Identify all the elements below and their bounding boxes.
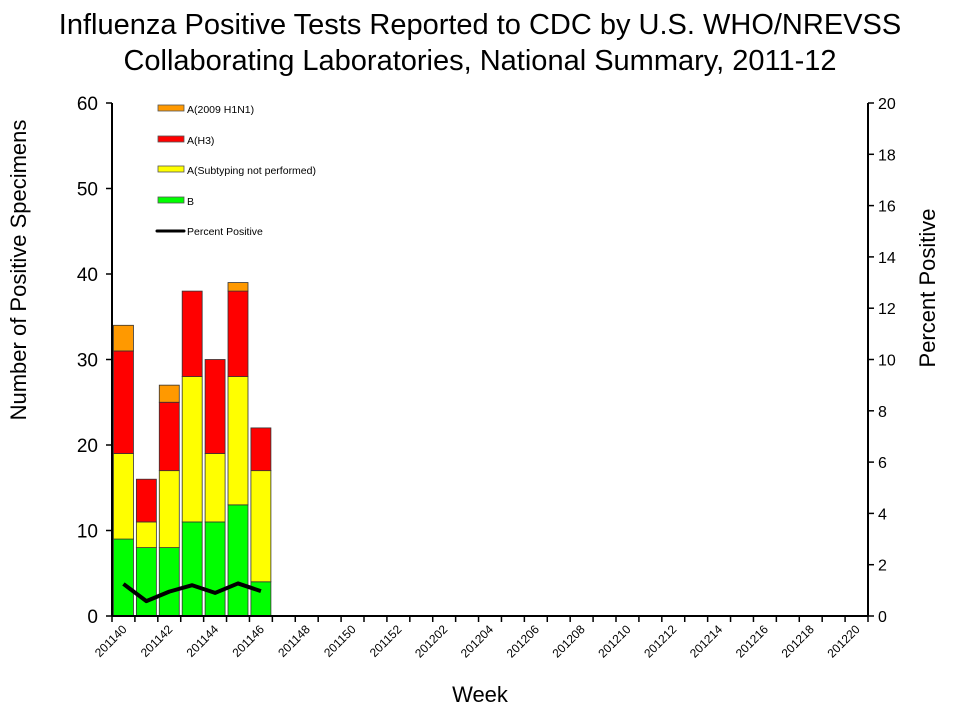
x-axis-label: Week	[452, 682, 509, 707]
y-tick-label: 60	[77, 94, 98, 115]
legend-swatch	[157, 135, 185, 143]
y2-tick-label: 4	[878, 506, 887, 523]
y2-tick-label: 0	[878, 609, 887, 626]
bar-a-h3--201144	[204, 359, 226, 454]
y-tick-label: 40	[77, 265, 98, 286]
bar-a-subtyping-not-performed--201140	[113, 453, 134, 540]
x-tick-label: 201218	[779, 622, 817, 660]
y2-tick-label: 6	[878, 455, 887, 472]
legend-label: A(2009 H1N1)	[187, 104, 254, 116]
bar-a-subtyping-not-performed--201142	[158, 470, 180, 548]
bar-b-201140	[113, 538, 134, 617]
bar-b-201143	[181, 521, 203, 617]
y-axis-label: Number of Positive Specimens	[6, 120, 31, 421]
bar-a-h3--201145	[227, 290, 249, 378]
chart-title-line-1: Influenza Positive Tests Reported to CDC…	[58, 9, 902, 41]
y-tick-label: 0	[87, 607, 98, 628]
x-tick-label: 201214	[687, 622, 725, 660]
bar-a-2009-h1n1--201142	[158, 384, 180, 403]
x-tick-label: 201206	[504, 622, 542, 660]
y2-tick-label: 12	[878, 301, 896, 318]
y-tick-label: 20	[77, 436, 98, 457]
legend-swatch	[157, 165, 185, 173]
x-tick-label: 201210	[595, 622, 633, 660]
bar-a-h3--201146	[250, 427, 272, 472]
legend-label: A(H3)	[187, 135, 214, 147]
legend-label: B	[187, 196, 194, 208]
bar-a-subtyping-not-performed--201143	[181, 376, 203, 523]
x-tick-label: 201208	[550, 622, 588, 660]
y2-tick-label: 20	[878, 96, 896, 113]
x-tick-label: 201142	[138, 622, 176, 660]
bar-a-2009-h1n1--201140	[113, 324, 134, 352]
bar-a-subtyping-not-performed--201145	[227, 376, 249, 506]
legend-swatch	[157, 104, 185, 112]
bar-a-subtyping-not-performed--201144	[204, 453, 226, 523]
bar-a-2009-h1n1--201145	[227, 282, 249, 292]
bar-a-subtyping-not-performed--201141	[135, 521, 157, 549]
x-tick-label: 201152	[367, 622, 405, 660]
bar-b-201145	[227, 504, 249, 617]
bar-a-h3--201143	[181, 290, 203, 378]
y2-tick-label: 14	[878, 250, 896, 267]
y-tick-label: 30	[77, 351, 98, 372]
x-tick-label: 201150	[321, 622, 359, 660]
legend-label: Percent Positive	[187, 226, 263, 238]
chart-title-line-2: Collaborating Laboratories, National Sum…	[123, 45, 837, 77]
y2-tick-label: 2	[878, 558, 887, 575]
bar-b-201142	[158, 547, 180, 617]
y2-tick-label: 8	[878, 404, 887, 421]
y-tick-label: 10	[77, 522, 98, 543]
y2-axis-label: Percent Positive	[915, 209, 940, 368]
bar-b-201144	[204, 521, 226, 617]
y-tick-label: 50	[77, 180, 98, 201]
x-tick-label: 201148	[275, 622, 313, 660]
x-tick-label: 201220	[824, 622, 862, 660]
x-tick-label: 201212	[641, 622, 679, 660]
bar-a-h3--201141	[135, 478, 157, 523]
bar-b-201141	[135, 547, 157, 617]
bar-a-subtyping-not-performed--201146	[250, 470, 272, 583]
y2-tick-label: 18	[878, 147, 896, 164]
x-tick-label: 201146	[229, 622, 267, 660]
legend-label: A(Subtyping not performed)	[187, 165, 316, 177]
x-tick-label: 201202	[412, 622, 450, 660]
x-tick-label: 201204	[458, 622, 496, 660]
x-tick-label: 201144	[184, 622, 222, 660]
percent-positive-line	[122, 581, 262, 604]
x-tick-label: 201216	[733, 622, 771, 660]
legend-swatch	[157, 196, 185, 204]
y2-tick-label: 10	[878, 353, 896, 370]
bar-a-h3--201142	[158, 401, 180, 472]
y2-tick-label: 16	[878, 199, 896, 216]
bar-a-h3--201140	[113, 350, 134, 454]
